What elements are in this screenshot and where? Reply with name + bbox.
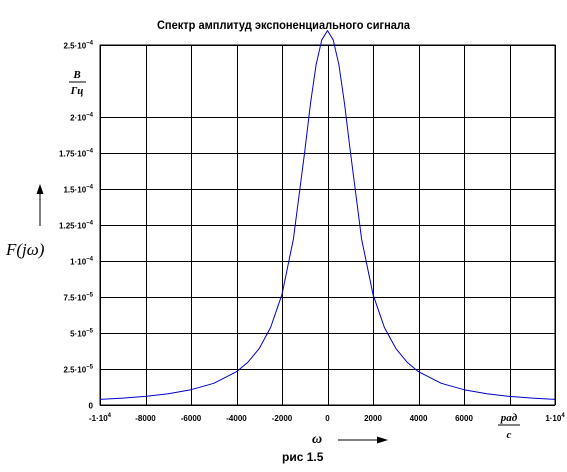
chart-title: Спектр амплитуд экспоненциального сигнал… [156, 18, 411, 32]
x-tick-label: 1·104 [545, 413, 565, 423]
series-line [99, 30, 556, 400]
x-tick-labels: -1·104 -8000 -6000 -4000 -2000 0 2000 4000 6000 1… [89, 413, 565, 423]
x-arrow-head-icon [377, 436, 388, 444]
x-unit-denominator: с [507, 429, 512, 441]
series-group [99, 30, 556, 400]
x-tick-label: -1·104 [89, 413, 112, 423]
x-axis-label: ω [312, 432, 322, 447]
x-tick-label: -6000 [181, 414, 202, 423]
x-tick-label: 4000 [410, 414, 428, 423]
x-tick-label: -8000 [135, 414, 156, 423]
grid [99, 44, 556, 406]
y-tick-label: 1.5·10−4 [63, 185, 93, 195]
y-arrow-head-icon [36, 184, 44, 194]
y-tick-label: 0 [89, 402, 94, 411]
x-tick-label: -4000 [226, 414, 247, 423]
y-tick-labels: 0 2.5·10−5 5·10−5 7.5·10−5 1·10−4 1.25·10−4 1.… [59, 41, 94, 411]
y-tick-label: 2·10−4 [70, 113, 94, 123]
x-tick-label: 2000 [364, 414, 382, 423]
x-tick-label: 0 [325, 414, 330, 423]
x-unit-numerator: рад [500, 412, 518, 424]
x-tick-label: 6000 [455, 414, 473, 423]
figure-caption: рис 1.5 [282, 450, 324, 464]
y-tick-label: 2.5·10−4 [63, 41, 93, 51]
x-tick-label: -2000 [272, 414, 293, 423]
y-tick-label: 2.5·10−5 [63, 365, 93, 375]
y-tick-label: 1.75·10−4 [59, 149, 94, 159]
y-unit-numerator: В [72, 69, 80, 81]
y-tick-label: 1·10−4 [70, 257, 94, 267]
y-axis-label: F(jω) [5, 240, 45, 259]
y-tick-label: 7.5·10−5 [63, 293, 93, 303]
y-tick-label: 1.25·10−4 [59, 221, 94, 231]
y-unit-denominator: Гц [70, 85, 84, 97]
y-tick-label: 5·10−5 [70, 329, 94, 339]
